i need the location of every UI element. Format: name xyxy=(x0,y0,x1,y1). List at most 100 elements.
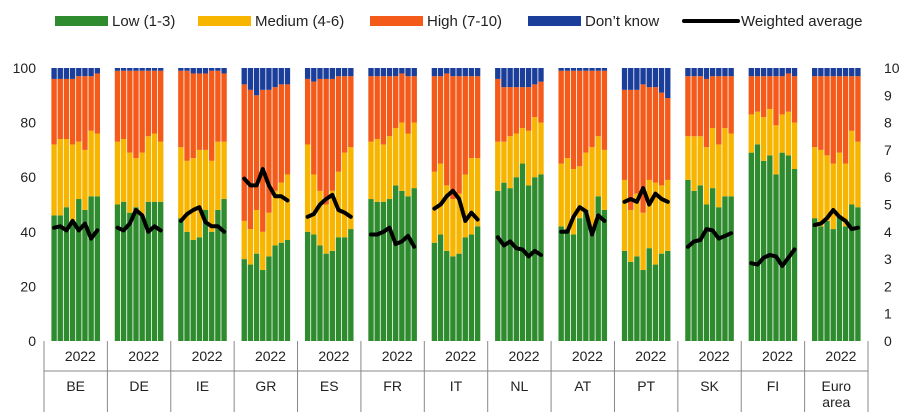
bar-medium xyxy=(791,122,798,170)
bar-low xyxy=(728,196,734,341)
bar-high xyxy=(311,81,317,175)
bar-dontknow xyxy=(538,68,544,82)
bar-low xyxy=(665,250,671,341)
bar-dontknow xyxy=(57,68,63,79)
bar-medium xyxy=(57,138,63,216)
weighted-average-line xyxy=(685,227,734,249)
bar-dontknow xyxy=(88,68,94,77)
weighted-average-line xyxy=(52,218,100,241)
bar-high xyxy=(646,87,652,180)
bar-high xyxy=(456,76,462,194)
bar-low xyxy=(323,253,329,341)
country-label: IT xyxy=(450,378,463,394)
bar-low xyxy=(842,226,849,341)
country-label: GR xyxy=(255,378,276,394)
bar-medium xyxy=(767,108,773,156)
y-left-tick-label: 100 xyxy=(13,60,37,76)
bar-medium xyxy=(716,144,722,208)
bar-medium xyxy=(127,152,133,213)
bar-high xyxy=(595,70,601,137)
bar-low xyxy=(824,220,830,341)
bar-medium xyxy=(640,212,646,271)
weighted-average-line xyxy=(242,167,290,203)
bar-high xyxy=(525,87,532,131)
bar-medium xyxy=(311,174,317,235)
bar-low xyxy=(120,201,127,341)
bar-low xyxy=(431,242,438,341)
bar-medium xyxy=(63,138,70,208)
x-tick-label: 22 xyxy=(80,348,96,364)
bar-high xyxy=(691,76,697,137)
group-euro-area xyxy=(812,68,861,341)
bar-high xyxy=(386,76,393,137)
bar-dontknow xyxy=(601,68,608,71)
bar-dontknow xyxy=(323,68,329,79)
bar-high xyxy=(748,76,755,115)
bar-low xyxy=(576,218,583,341)
bar-medium xyxy=(221,141,227,200)
weighted-average-line xyxy=(559,205,607,237)
bar-medium xyxy=(304,144,311,232)
bar-dontknow xyxy=(836,68,843,77)
y-left-tick-label: 20 xyxy=(20,278,36,294)
bar-high xyxy=(812,76,818,148)
bar-medium xyxy=(114,141,121,205)
bar-medium xyxy=(329,190,336,251)
x-tick-label: 22 xyxy=(524,348,540,364)
bar-high xyxy=(247,89,254,230)
bar-high xyxy=(241,84,247,221)
bar-dontknow xyxy=(658,68,665,93)
bar-medium xyxy=(450,199,456,257)
bar-dontknow xyxy=(812,68,818,77)
bar-high xyxy=(703,78,710,148)
group-be xyxy=(51,68,100,341)
bar-dontknow xyxy=(525,68,532,88)
bar-dontknow xyxy=(348,68,354,77)
weighted-average-line xyxy=(812,208,860,232)
y-right-tick-label: 7 xyxy=(884,142,892,158)
bar-medium xyxy=(812,147,818,219)
bar-medium xyxy=(519,128,526,164)
bar-medium xyxy=(621,179,628,251)
bar-medium xyxy=(253,209,260,254)
bar-high xyxy=(474,76,481,159)
bar-medium xyxy=(652,182,659,265)
weighted-average-line xyxy=(749,247,797,268)
bar-medium xyxy=(468,158,475,235)
x-tick-label: 22 xyxy=(207,348,223,364)
x-tick-label: 20 xyxy=(128,348,144,364)
bar-dontknow xyxy=(519,68,526,88)
bar-high xyxy=(411,76,417,123)
bar-low xyxy=(284,239,291,341)
legend-label-weighted: Weighted average xyxy=(741,13,862,30)
bar-low xyxy=(640,270,646,341)
bar-medium xyxy=(202,149,209,210)
bar-high xyxy=(824,76,830,156)
bar-dontknow xyxy=(779,68,785,77)
bar-medium xyxy=(341,152,348,238)
bar-dontknow xyxy=(335,68,342,77)
bar-low xyxy=(374,201,380,341)
bar-high xyxy=(323,78,329,205)
weighted-average-line xyxy=(432,188,480,223)
bar-dontknow xyxy=(495,68,501,79)
bar-medium xyxy=(374,138,380,202)
bar-medium xyxy=(437,163,444,235)
bar-dontknow xyxy=(791,68,798,77)
bar-dontknow xyxy=(842,68,849,77)
bar-low xyxy=(716,207,722,341)
bar-dontknow xyxy=(184,68,190,71)
bar-medium xyxy=(818,149,824,227)
bar-high xyxy=(779,76,785,115)
bar-low xyxy=(368,199,374,341)
bar-dontknow xyxy=(640,68,646,85)
bar-medium xyxy=(82,149,88,210)
bar-high xyxy=(94,73,100,134)
bar-low xyxy=(791,169,798,341)
bar-low xyxy=(748,152,755,341)
bar-low xyxy=(51,215,57,341)
bar-low xyxy=(405,196,411,341)
bar-medium xyxy=(386,136,393,200)
bar-dontknow xyxy=(634,68,640,90)
bar-dontknow xyxy=(386,68,393,77)
